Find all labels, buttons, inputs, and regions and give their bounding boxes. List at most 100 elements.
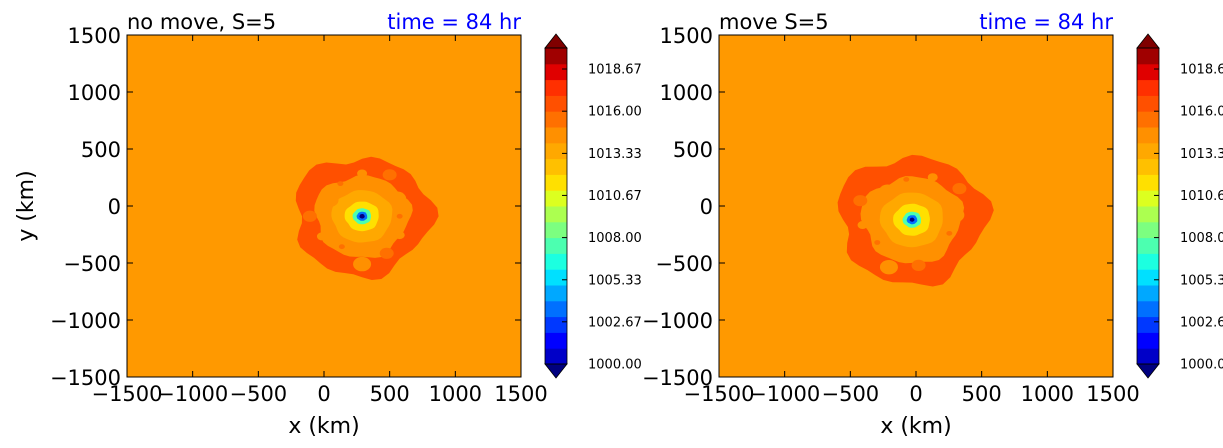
colorbar-frame <box>544 47 568 365</box>
colorbar-tick-label: 1005.33 <box>588 273 642 288</box>
y-tick-label: −500 <box>63 252 121 276</box>
x-tick-label: 1500 <box>494 382 547 406</box>
contour-patch <box>874 240 881 245</box>
colorbar-tick-label: 1005.33 <box>1180 273 1223 288</box>
colorbar-tick-label: 1018.67 <box>1180 63 1223 78</box>
contour-patch <box>302 210 317 222</box>
colorbar-segment <box>545 111 567 128</box>
y-tick-label: −1000 <box>642 309 713 333</box>
contour-patch <box>337 181 344 187</box>
contour-patch <box>353 256 372 272</box>
colorbar-segment <box>545 316 567 333</box>
y-tick-label: −1500 <box>50 366 121 390</box>
x-tick-label: 500 <box>962 382 1002 406</box>
colorbar-tick-label: 1008.00 <box>588 231 642 246</box>
contour-patch <box>935 248 946 257</box>
colorbar-segment <box>545 237 567 254</box>
contour-patch <box>911 259 926 271</box>
contour-patch <box>857 221 868 230</box>
contour-patch <box>946 207 965 223</box>
x-tick-label: 500 <box>370 382 410 406</box>
colorbar-segment <box>545 48 567 65</box>
contour-patch <box>388 191 407 206</box>
y-tick-label: 500 <box>81 138 121 162</box>
y-tick-label: −500 <box>655 252 713 276</box>
pressure-field <box>837 154 994 287</box>
contour-patch <box>903 177 910 182</box>
colorbar-segment <box>1137 127 1159 144</box>
colorbar-segment <box>1137 174 1159 191</box>
colorbar-segment <box>1137 253 1159 270</box>
colorbar-tick-label: 1016.00 <box>588 105 642 120</box>
colorbar-tick-label: 1000.00 <box>588 358 642 373</box>
y-tick-label: 0 <box>108 195 121 219</box>
contour-patch <box>952 183 967 195</box>
colorbar-segment <box>545 79 567 96</box>
colorbar-segment <box>545 300 567 318</box>
y-tick-label: 1500 <box>660 24 713 48</box>
time-label: time = 84 hr <box>387 10 521 34</box>
y-tick-label: −1500 <box>642 366 713 390</box>
colorbar-segment <box>1137 348 1159 365</box>
colorbar-segment <box>545 332 567 349</box>
contour-patch <box>357 169 368 178</box>
contour-eye <box>359 214 365 219</box>
colorbar-segment <box>545 253 567 270</box>
contour-patch <box>382 169 397 181</box>
colorbar: 1018.67 1016.00 1013.33 1010.67 1008.00 1005.… <box>1136 33 1223 379</box>
colorbar-tick-label: 1016.00 <box>1180 105 1223 120</box>
colorbar-segment <box>1137 111 1159 128</box>
colorbar-segment <box>1137 300 1159 318</box>
colorbar-frame <box>1136 47 1160 365</box>
x-tick-label: 1000 <box>429 382 482 406</box>
colorbar-extend-max <box>544 33 568 49</box>
x-tick-label: −1500 <box>91 382 162 406</box>
contour-patch <box>946 230 953 236</box>
colorbar-extend-min <box>544 363 568 379</box>
colorbar: 1018.67 1016.00 1013.33 1010.67 1008.00 1005.… <box>544 33 642 379</box>
contour-patch <box>338 244 345 250</box>
colorbar-segment <box>1137 142 1159 160</box>
colorbar-segment <box>545 127 567 144</box>
colorbar-segment <box>545 206 567 223</box>
colorbar-tick-label: 1010.67 <box>1180 189 1223 204</box>
contour-patch <box>879 259 898 275</box>
contour-eye <box>909 217 915 222</box>
x-tick-label: 0 <box>317 382 330 406</box>
contour-patch <box>320 192 339 208</box>
colorbar-segment <box>1137 221 1159 239</box>
colorbar-segment <box>545 174 567 191</box>
colorbar-tick-label: 1013.33 <box>588 147 642 162</box>
colorbar-segment <box>545 63 567 81</box>
colorbar-tick-label: 1010.67 <box>588 189 642 204</box>
x-axis-label: x (km) <box>880 414 951 439</box>
colorbar-segment <box>545 269 567 286</box>
x-tick-label: −500 <box>229 382 287 406</box>
colorbar-segment <box>545 348 567 365</box>
x-tick-label: 0 <box>909 382 922 406</box>
contour-patch <box>394 231 405 240</box>
y-tick-label: 1000 <box>68 81 121 105</box>
colorbar-tick-label: 1018.67 <box>588 63 642 78</box>
contour-patch <box>379 247 394 259</box>
contour-patch <box>878 184 897 199</box>
y-axis-label: y (km) <box>14 170 39 241</box>
colorbar-segment <box>1137 48 1159 65</box>
y-tick-label: 500 <box>673 138 713 162</box>
colorbar-segment <box>545 158 567 175</box>
x-tick-label: 1500 <box>1086 382 1139 406</box>
colorbar-segment <box>545 142 567 160</box>
contour-patch <box>927 173 938 182</box>
colorbar-tick-label: 1002.67 <box>1180 315 1223 330</box>
colorbar-tick-label: 1013.33 <box>1180 147 1223 162</box>
colorbar-segment <box>1137 269 1159 286</box>
colorbar-segment <box>1137 63 1159 81</box>
y-tick-label: 0 <box>700 195 713 219</box>
panel-2: −1500−1000 −500 0 500 1000 1500150010005000−5… <box>642 10 1223 439</box>
pressure-field <box>295 156 439 280</box>
panel-title: move S=5 <box>719 10 829 34</box>
colorbar-tick-label: 1002.67 <box>588 315 642 330</box>
colorbar-segment <box>545 285 567 302</box>
colorbar-segment <box>1137 79 1159 96</box>
